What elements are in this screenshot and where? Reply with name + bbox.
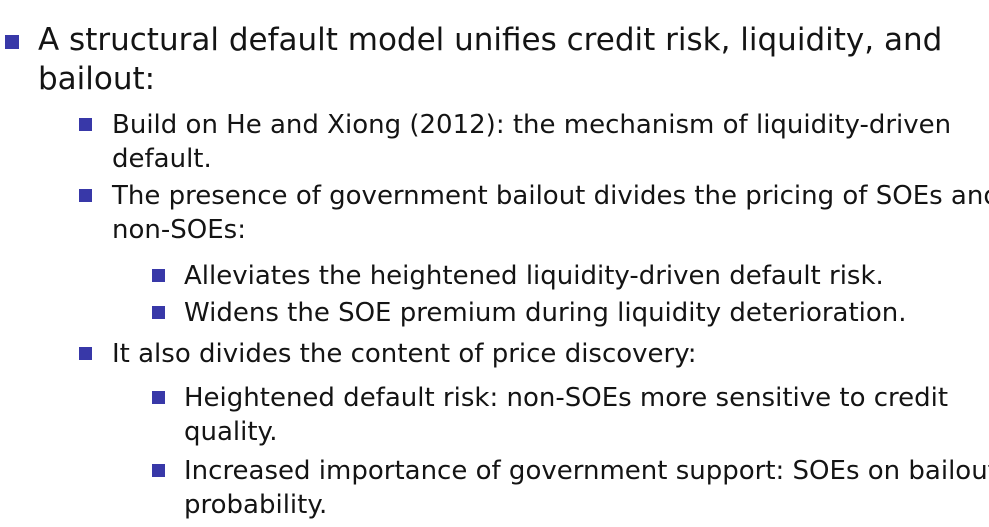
text-line: Build on He and Xiong (2012): the mechan… xyxy=(112,110,952,140)
bullet-text: Increased importance of government suppo… xyxy=(184,454,989,522)
bullet-text: Widens the SOE premium during liquidity … xyxy=(184,296,907,330)
square-bullet-icon xyxy=(152,464,165,477)
text-line: non-SOEs: xyxy=(112,215,246,245)
square-bullet-icon xyxy=(79,189,92,202)
text-line: The presence of government bailout divid… xyxy=(112,181,989,211)
square-bullet-icon xyxy=(79,347,92,360)
square-bullet-icon xyxy=(152,391,165,404)
text-line: A structural default model unifies credi… xyxy=(38,22,943,58)
text-line: Widens the SOE premium during liquidity … xyxy=(184,298,907,328)
square-bullet-icon xyxy=(152,269,165,282)
text-line: Increased importance of government suppo… xyxy=(184,456,989,486)
bullet-text: A structural default model unifies credi… xyxy=(38,21,942,99)
bullet-text: The presence of government bailout divid… xyxy=(112,179,989,247)
text-line: bailout: xyxy=(38,61,156,97)
text-line: Alleviates the heightened liquidity-driv… xyxy=(184,261,884,291)
text-line: It also divides the content of price dis… xyxy=(112,339,697,369)
bullet-text: It also divides the content of price dis… xyxy=(112,337,697,371)
text-line: Heightened default risk: non-SOEs more s… xyxy=(184,383,949,413)
bullet-text: Build on He and Xiong (2012): the mechan… xyxy=(112,108,951,176)
bullet-text: Alleviates the heightened liquidity-driv… xyxy=(184,259,884,293)
text-line: probability. xyxy=(184,490,328,520)
square-bullet-icon xyxy=(79,118,92,131)
bullet-text: Heightened default risk: non-SOEs more s… xyxy=(184,381,948,449)
text-line: quality. xyxy=(184,417,278,447)
square-bullet-icon xyxy=(152,306,165,319)
text-line: default. xyxy=(112,144,212,174)
square-bullet-icon xyxy=(5,35,19,49)
